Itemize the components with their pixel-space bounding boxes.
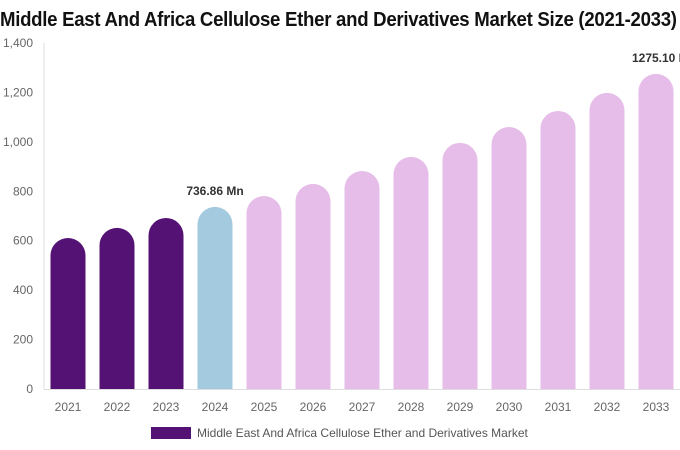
x-tick-label: 2027 <box>349 400 376 414</box>
bar-2029 <box>442 142 478 389</box>
x-tick-label: 2024 <box>202 400 229 414</box>
y-tick-label: 1,200 <box>3 85 33 99</box>
y-tick-label: 1,400 <box>3 36 33 50</box>
bar-2022 <box>99 227 135 389</box>
y-tick-label: 1,000 <box>3 135 33 149</box>
bar-2031 <box>540 110 576 389</box>
chart-title: Middle East And Africa Cellulose Ether a… <box>0 9 677 31</box>
y-tick-label: 0 <box>26 382 33 396</box>
bar-2024 <box>197 206 233 389</box>
x-tick-label: 2028 <box>398 400 425 414</box>
bar-2027 <box>344 171 380 389</box>
legend-swatch <box>151 427 191 439</box>
bar-2025 <box>246 195 282 389</box>
x-tick-label: 2022 <box>104 400 131 414</box>
bar-2033 <box>638 73 674 390</box>
x-tick-label: 2023 <box>153 400 180 414</box>
bar-2030 <box>491 127 527 389</box>
x-tick-label: 2030 <box>496 400 523 414</box>
bar-2023 <box>148 217 184 389</box>
x-tick-label: 2031 <box>545 400 572 414</box>
legend-label: Middle East And Africa Cellulose Ether a… <box>197 426 528 440</box>
y-tick-label: 600 <box>13 234 33 248</box>
y-tick-label: 400 <box>13 283 33 297</box>
x-tick-label: 2033 <box>643 400 670 414</box>
data-label-2033: 1275.10 Mn <box>632 51 680 65</box>
y-tick-label: 200 <box>13 333 33 347</box>
bar-2026 <box>295 183 331 389</box>
data-label-2024: 736.86 Mn <box>186 184 243 198</box>
bar-2021 <box>50 237 86 389</box>
x-tick-label: 2026 <box>300 400 327 414</box>
bar-2032 <box>589 92 625 390</box>
x-tick-label: 2029 <box>447 400 474 414</box>
x-tick-label: 2021 <box>55 400 82 414</box>
x-tick-label: 2032 <box>594 400 621 414</box>
bar-2028 <box>393 156 429 389</box>
x-tick-label: 2025 <box>251 400 278 414</box>
y-tick-label: 800 <box>13 184 33 198</box>
legend: Middle East And Africa Cellulose Ether a… <box>151 426 528 440</box>
